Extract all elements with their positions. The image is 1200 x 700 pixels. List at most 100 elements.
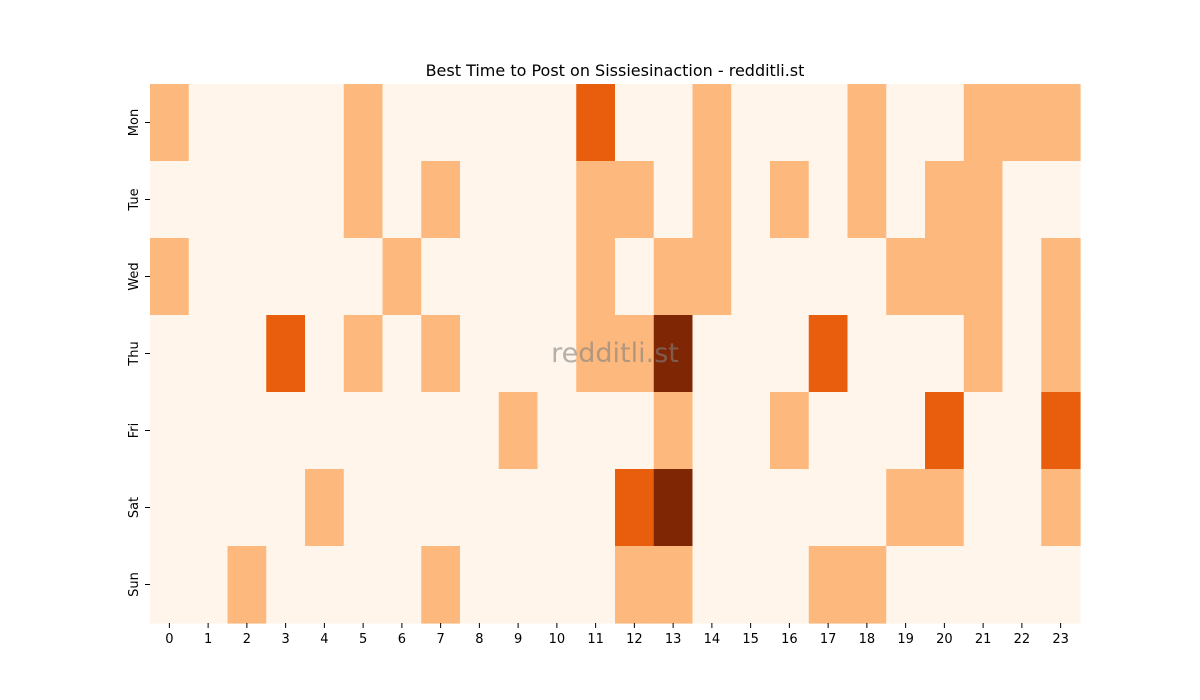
heatmap-cell-mon-16 <box>770 84 810 162</box>
heatmap-cell-sat-21 <box>963 469 1004 547</box>
x-tick-label: 4 <box>320 632 328 647</box>
heatmap-cell-fri-22 <box>1002 392 1042 470</box>
x-tick-label: 23 <box>1052 632 1069 647</box>
x-tick-label: 2 <box>243 632 251 647</box>
heatmap-cell-sun-12 <box>615 546 655 624</box>
x-tick-label: 20 <box>936 632 953 647</box>
heatmap-cell-mon-3 <box>266 84 306 162</box>
heatmap-cell-thu-6 <box>382 315 422 393</box>
heatmap-cell-wed-22 <box>1002 238 1042 316</box>
heatmap-cell-tue-22 <box>1002 161 1042 239</box>
heatmap-cell-sun-10 <box>537 546 577 624</box>
x-tick-label: 22 <box>1014 632 1031 647</box>
heatmap-cell-sat-16 <box>770 469 810 547</box>
heatmap-cell-tue-9 <box>498 161 539 239</box>
watermark-text: redditli.st <box>551 338 679 369</box>
heatmap-cell-tue-2 <box>227 161 267 239</box>
heatmap-cell-fri-2 <box>227 392 267 470</box>
heatmap-cell-mon-5 <box>343 84 384 162</box>
heatmap-cell-wed-10 <box>537 238 577 316</box>
heatmap-cell-sat-6 <box>382 469 422 547</box>
heatmap-cell-thu-4 <box>305 315 345 393</box>
heatmap-cell-sat-4 <box>305 469 345 547</box>
heatmap-cell-wed-16 <box>770 238 810 316</box>
heatmap-cell-mon-17 <box>808 84 849 162</box>
heatmap-cell-sat-0 <box>150 469 190 547</box>
heatmap-cell-thu-18 <box>847 315 887 393</box>
heatmap-cell-sat-17 <box>808 469 849 547</box>
heatmap-cell-thu-15 <box>731 315 771 393</box>
heatmap-cell-wed-21 <box>963 238 1004 316</box>
heatmap-cell-sun-23 <box>1041 546 1081 624</box>
heatmap-cell-tue-12 <box>615 161 655 239</box>
y-tick-label: Sun <box>127 572 142 597</box>
heatmap-cell-wed-3 <box>266 238 306 316</box>
heatmap-cell-sun-21 <box>963 546 1004 624</box>
heatmap-cell-tue-19 <box>886 161 926 239</box>
heatmap-cell-fri-6 <box>382 392 422 470</box>
heatmap-cell-tue-5 <box>343 161 384 239</box>
heatmap-cell-sat-12 <box>615 469 655 547</box>
heatmap-cell-sat-11 <box>576 469 616 547</box>
heatmap-cell-thu-20 <box>925 315 965 393</box>
heatmap-cell-sun-18 <box>847 546 887 624</box>
heatmap-cell-wed-17 <box>808 238 849 316</box>
heatmap-cell-thu-9 <box>498 315 539 393</box>
heatmap-cell-sun-13 <box>653 546 694 624</box>
heatmap-cell-sun-0 <box>150 546 190 624</box>
y-axis: Mon Tue Wed Thu Fri Sat Sun <box>127 109 150 597</box>
y-tick-label: Sat <box>127 497 142 518</box>
heatmap-cell-mon-0 <box>150 84 190 162</box>
heatmap-cell-thu-14 <box>692 315 732 393</box>
heatmap-cell-sat-7 <box>421 469 461 547</box>
heatmap-cell-sat-14 <box>692 469 732 547</box>
x-tick-label: 17 <box>820 632 837 647</box>
x-tick-label: 18 <box>859 632 876 647</box>
heatmap-cell-wed-4 <box>305 238 345 316</box>
heatmap-cell-fri-21 <box>963 392 1004 470</box>
heatmap-cell-thu-5 <box>343 315 384 393</box>
heatmap-cell-sun-11 <box>576 546 616 624</box>
heatmap-cell-sat-19 <box>886 469 926 547</box>
heatmap-cell-sat-8 <box>460 469 500 547</box>
heatmap-cell-fri-8 <box>460 392 500 470</box>
heatmap-cell-mon-23 <box>1041 84 1081 162</box>
y-tick-label: Thu <box>127 341 142 366</box>
heatmap-cell-thu-3 <box>266 315 306 393</box>
heatmap-cell-thu-10 <box>537 315 577 393</box>
heatmap-cell-wed-18 <box>847 238 887 316</box>
heatmap-cell-tue-18 <box>847 161 887 239</box>
heatmap-cell-sat-2 <box>227 469 267 547</box>
heatmap-cell-mon-6 <box>382 84 422 162</box>
heatmap-cell-mon-12 <box>615 84 655 162</box>
x-tick-label: 21 <box>975 632 992 647</box>
heatmap-cells <box>150 84 1081 624</box>
heatmap-cell-mon-18 <box>847 84 887 162</box>
chart-title: Best Time to Post on Sissiesinaction - r… <box>426 61 805 80</box>
heatmap-cell-wed-9 <box>498 238 539 316</box>
y-tick-label: Fri <box>127 423 142 439</box>
heatmap-cell-thu-16 <box>770 315 810 393</box>
heatmap-cell-fri-3 <box>266 392 306 470</box>
heatmap-cell-mon-22 <box>1002 84 1042 162</box>
heatmap-cell-thu-19 <box>886 315 926 393</box>
heatmap-cell-sat-23 <box>1041 469 1081 547</box>
heatmap-cell-wed-12 <box>615 238 655 316</box>
heatmap-cell-fri-7 <box>421 392 461 470</box>
heatmap-cell-fri-15 <box>731 392 771 470</box>
heatmap-cell-tue-21 <box>963 161 1004 239</box>
heatmap-cell-thu-8 <box>460 315 500 393</box>
heatmap-cell-wed-7 <box>421 238 461 316</box>
heatmap-cell-tue-3 <box>266 161 306 239</box>
heatmap-cell-sun-6 <box>382 546 422 624</box>
heatmap-cell-mon-21 <box>963 84 1004 162</box>
heatmap-cell-wed-14 <box>692 238 732 316</box>
heatmap-cell-tue-20 <box>925 161 965 239</box>
heatmap-cell-sat-15 <box>731 469 771 547</box>
heatmap-cell-mon-9 <box>498 84 539 162</box>
heatmap-cell-thu-1 <box>188 315 229 393</box>
heatmap-cell-thu-23 <box>1041 315 1081 393</box>
heatmap-cell-fri-16 <box>770 392 810 470</box>
heatmap-cell-sat-13 <box>653 469 694 547</box>
